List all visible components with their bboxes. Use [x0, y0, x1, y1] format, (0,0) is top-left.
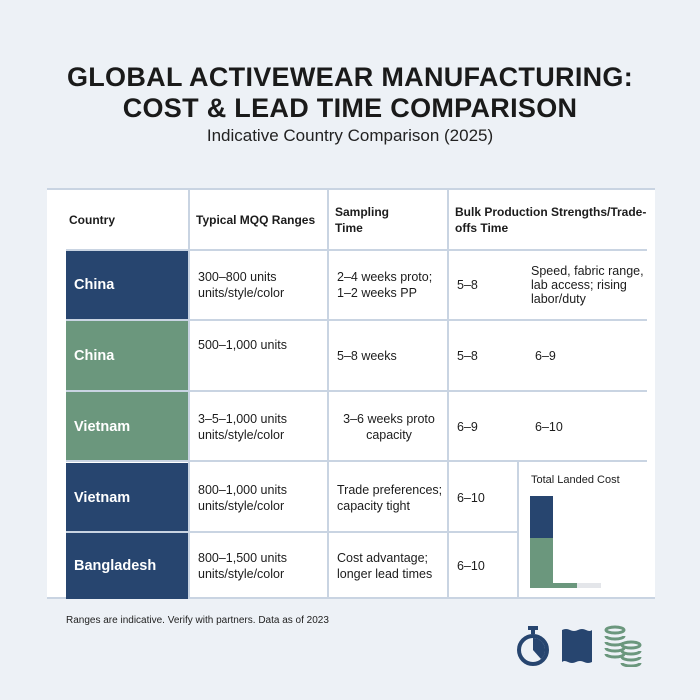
row-country: China [66, 250, 188, 320]
row-bulk: 6–10 [457, 559, 485, 573]
divider [327, 190, 329, 599]
comparison-table: Country Typical MQQ Ranges Sampling Time… [47, 188, 655, 599]
row-country: Bangladesh [66, 533, 188, 599]
mini-chart-bar-small [553, 583, 577, 588]
row-bulk: 6–9 [457, 420, 478, 434]
row-mqq: 800–1,500 units units/style/color [198, 551, 287, 581]
stopwatch-icon [517, 626, 549, 666]
row-mqq: 300–800 units units/style/color [198, 270, 285, 300]
footer-icons [515, 625, 643, 667]
footnote: Ranges are indicative. Verify with partn… [66, 615, 329, 626]
row-sampling: 2–4 weeks proto; 1–2 weeks PP [337, 270, 433, 300]
row-mqq: 3–5–1,000 units units/style/color [198, 412, 287, 442]
row-country: China [66, 321, 188, 391]
title-line-2: COST & LEAD TIME COMPARISON [122, 93, 578, 123]
divider [66, 460, 647, 462]
header-bulk: Bulk Production Strengths/Trade-offs Tim… [455, 205, 647, 235]
row-sampling: 5–8 weeks [337, 349, 397, 363]
row-mqq: 800–1,000 units units/style/color [198, 482, 287, 513]
mini-chart-bar-empty [577, 583, 601, 588]
divider [66, 249, 647, 251]
page-title: GLOBAL ACTIVEWEAR MANUFACTURING: COST & L… [0, 62, 700, 124]
coins-stack-icon [604, 625, 642, 667]
divider [517, 460, 519, 599]
row-tradeoffs: Speed, fabric range, lab access; rising … [531, 264, 644, 306]
row-bulk: 5–8 [457, 278, 478, 292]
row-mqq: 500–1,000 units [198, 338, 287, 352]
row-country: Vietnam [66, 463, 188, 532]
subtitle: Indicative Country Comparison (2025) [206, 126, 494, 145]
header-sampling: Sampling Time [335, 205, 390, 235]
mini-chart-bar-green [530, 538, 553, 588]
row-sampling: Cost advantage; longer lead times [337, 551, 433, 581]
divider [447, 190, 449, 599]
divider [66, 319, 647, 321]
mini-chart-bar-navy [530, 496, 553, 538]
divider [66, 531, 518, 533]
row-bulk: 5–8 [457, 349, 478, 363]
header-country: Country [69, 213, 115, 227]
row-country: Vietnam [66, 392, 188, 462]
title-line-1: GLOBAL ACTIVEWEAR MANUFACTURING: [66, 62, 634, 92]
row-extra: 6–10 [535, 420, 563, 434]
row-sampling: Trade preferences; capacity tight [337, 482, 443, 513]
divider [66, 390, 647, 392]
mini-chart-title: Total Landed Cost [531, 474, 620, 486]
header-mqq: Typical MQQ Ranges [196, 213, 316, 227]
fabric-swatch-icon [562, 629, 592, 663]
divider [188, 190, 190, 599]
row-extra: 6–9 [535, 349, 556, 363]
row-sampling: 3–6 weeks proto capacity [343, 412, 435, 442]
row-bulk: 6–10 [457, 490, 485, 505]
